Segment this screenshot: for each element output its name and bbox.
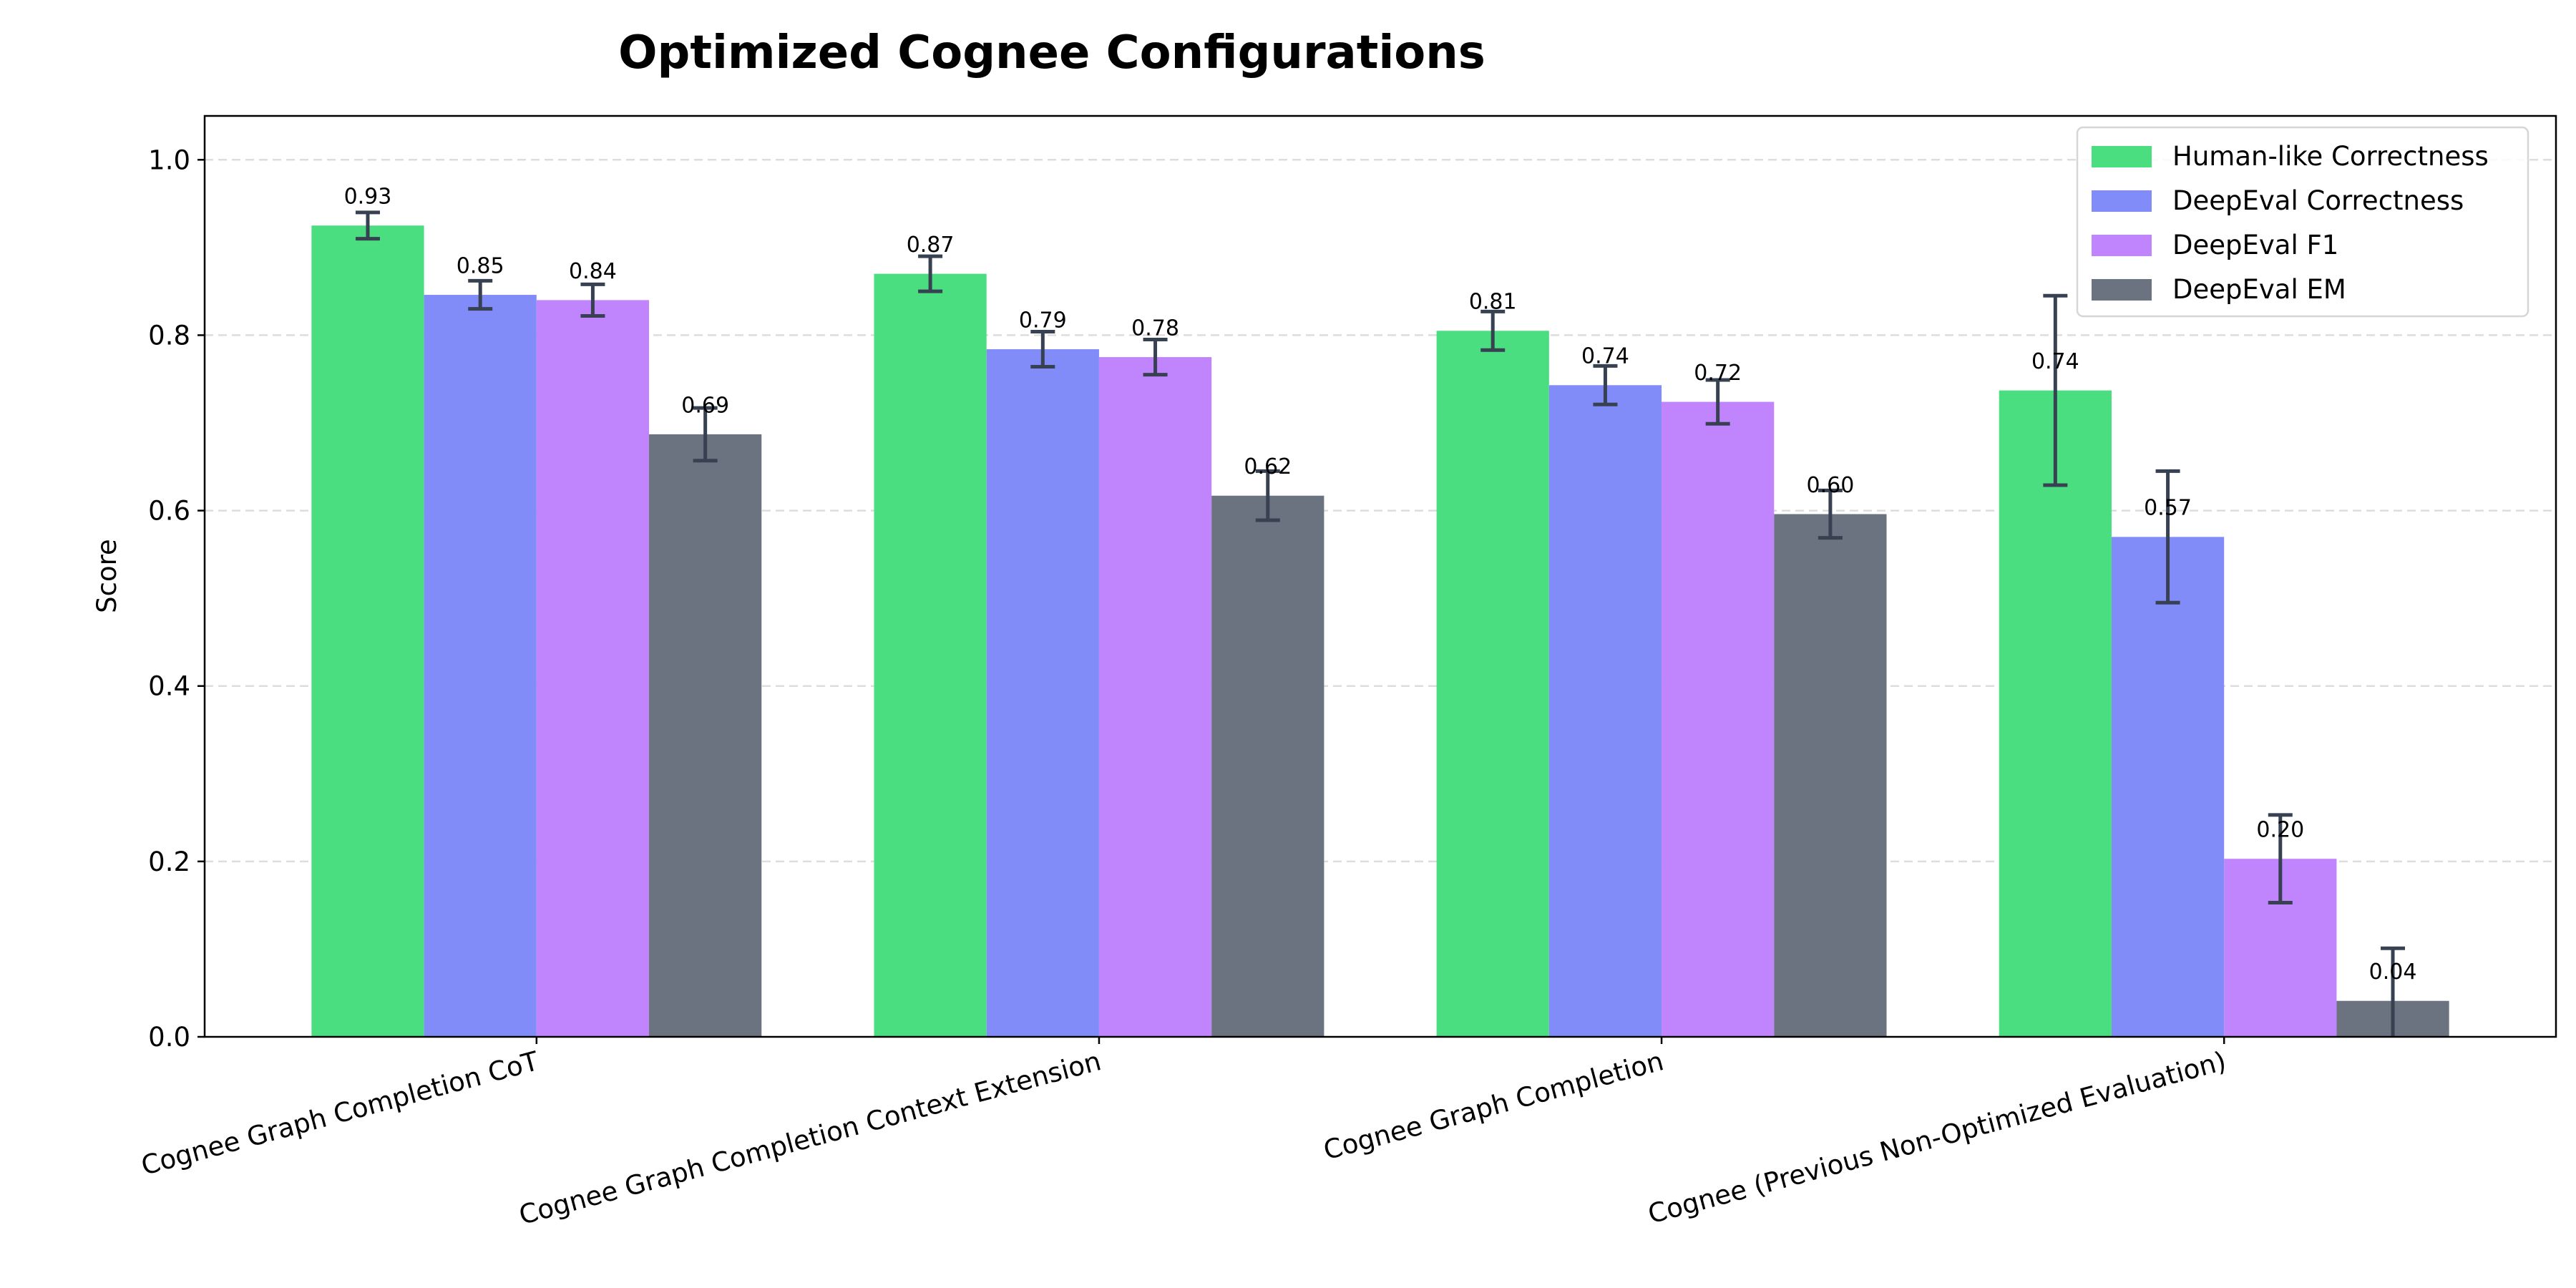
bar <box>1211 495 1324 1037</box>
y-tick-label: 0.6 <box>148 496 190 527</box>
error-bar <box>1593 364 1618 406</box>
bar <box>649 434 762 1037</box>
legend-swatch <box>2092 235 2152 256</box>
plot-frame <box>203 114 2557 1038</box>
error-bar <box>1480 309 1506 352</box>
bar <box>874 273 987 1038</box>
legend-label: DeepEval Correctness <box>2172 185 2464 216</box>
y-tick-label: 0.4 <box>148 671 190 702</box>
y-tick-label: 0.8 <box>148 320 190 351</box>
error-bar <box>2155 469 2180 605</box>
error-bar <box>2268 813 2293 904</box>
bar <box>2111 537 2225 1037</box>
data-label: 0.93 <box>344 185 392 210</box>
bar <box>1548 385 1662 1037</box>
legend-swatch <box>2092 146 2152 167</box>
bars <box>311 225 2449 1038</box>
bar <box>536 300 650 1037</box>
data-label: 0.81 <box>1469 290 1517 315</box>
data-label: 0.60 <box>1807 473 1855 498</box>
data-labels: 0.93 0.87 0.81 0.74 0.85 0.79 0.74 0.57 0.84 0.78… <box>344 185 2417 985</box>
error-bars <box>355 210 2406 1037</box>
error-bar <box>918 254 943 293</box>
data-label: 0.57 <box>2144 496 2192 521</box>
data-label: 0.78 <box>1131 316 1179 341</box>
chart-title: Optimized Cognee Configurations <box>618 26 1485 79</box>
bar <box>1098 357 1212 1038</box>
data-label: 0.04 <box>2369 960 2417 985</box>
legend-label: Human-like Correctness <box>2172 141 2489 172</box>
data-label: 0.87 <box>907 233 955 258</box>
bar <box>1999 390 2112 1037</box>
data-label: 0.84 <box>569 259 617 284</box>
bar <box>1436 331 1549 1037</box>
legend-label: DeepEval EM <box>2172 274 2346 305</box>
legend-box <box>2076 126 2529 318</box>
error-bar <box>355 210 380 241</box>
x-tick-label: Cognee (Previous Non-Optimized Evaluatio… <box>1645 1045 2230 1229</box>
data-label: 0.72 <box>1694 361 1742 386</box>
bar <box>986 349 1099 1037</box>
error-bar <box>2381 946 2406 1037</box>
x-tick-label: Cognee Graph Completion <box>1320 1045 1667 1166</box>
y-axis-label: Score <box>92 539 122 613</box>
data-label: 0.79 <box>1019 308 1067 333</box>
y-tick-label: 0.0 <box>148 1022 190 1053</box>
bar <box>311 225 424 1037</box>
error-bar <box>1030 330 1055 369</box>
legend-label: DeepEval F1 <box>2172 230 2338 260</box>
legend-swatch <box>2092 190 2152 212</box>
data-label: 0.20 <box>2256 818 2304 843</box>
bar <box>424 295 537 1038</box>
x-tick-label: Cognee Graph Completion Context Extensio… <box>516 1045 1104 1231</box>
data-label: 0.85 <box>457 253 504 278</box>
bar <box>1662 401 1775 1037</box>
bar <box>1774 514 1887 1037</box>
legend-swatch <box>2092 279 2152 301</box>
error-bar <box>1255 469 1280 522</box>
error-bar <box>468 278 493 311</box>
data-label: 0.62 <box>1244 454 1292 479</box>
error-bar <box>1705 378 1730 426</box>
data-label: 0.74 <box>1581 344 1629 369</box>
y-tick-label: 0.2 <box>148 847 190 877</box>
data-label: 0.69 <box>681 393 729 418</box>
x-tick-label: Cognee Graph Completion CoT <box>138 1045 542 1181</box>
legend: Human-like Correctness DeepEval Correctne… <box>2076 126 2529 318</box>
error-bar <box>1818 488 1843 540</box>
error-bar <box>2043 293 2068 487</box>
y-axis-ticks: 0.0 0.2 0.4 0.6 0.8 1.0 <box>148 145 205 1053</box>
y-tick-label: 1.0 <box>148 145 190 175</box>
error-bar <box>1143 338 1168 377</box>
data-label: 0.74 <box>2031 349 2079 374</box>
error-bar <box>693 406 718 463</box>
error-bar <box>580 282 605 318</box>
